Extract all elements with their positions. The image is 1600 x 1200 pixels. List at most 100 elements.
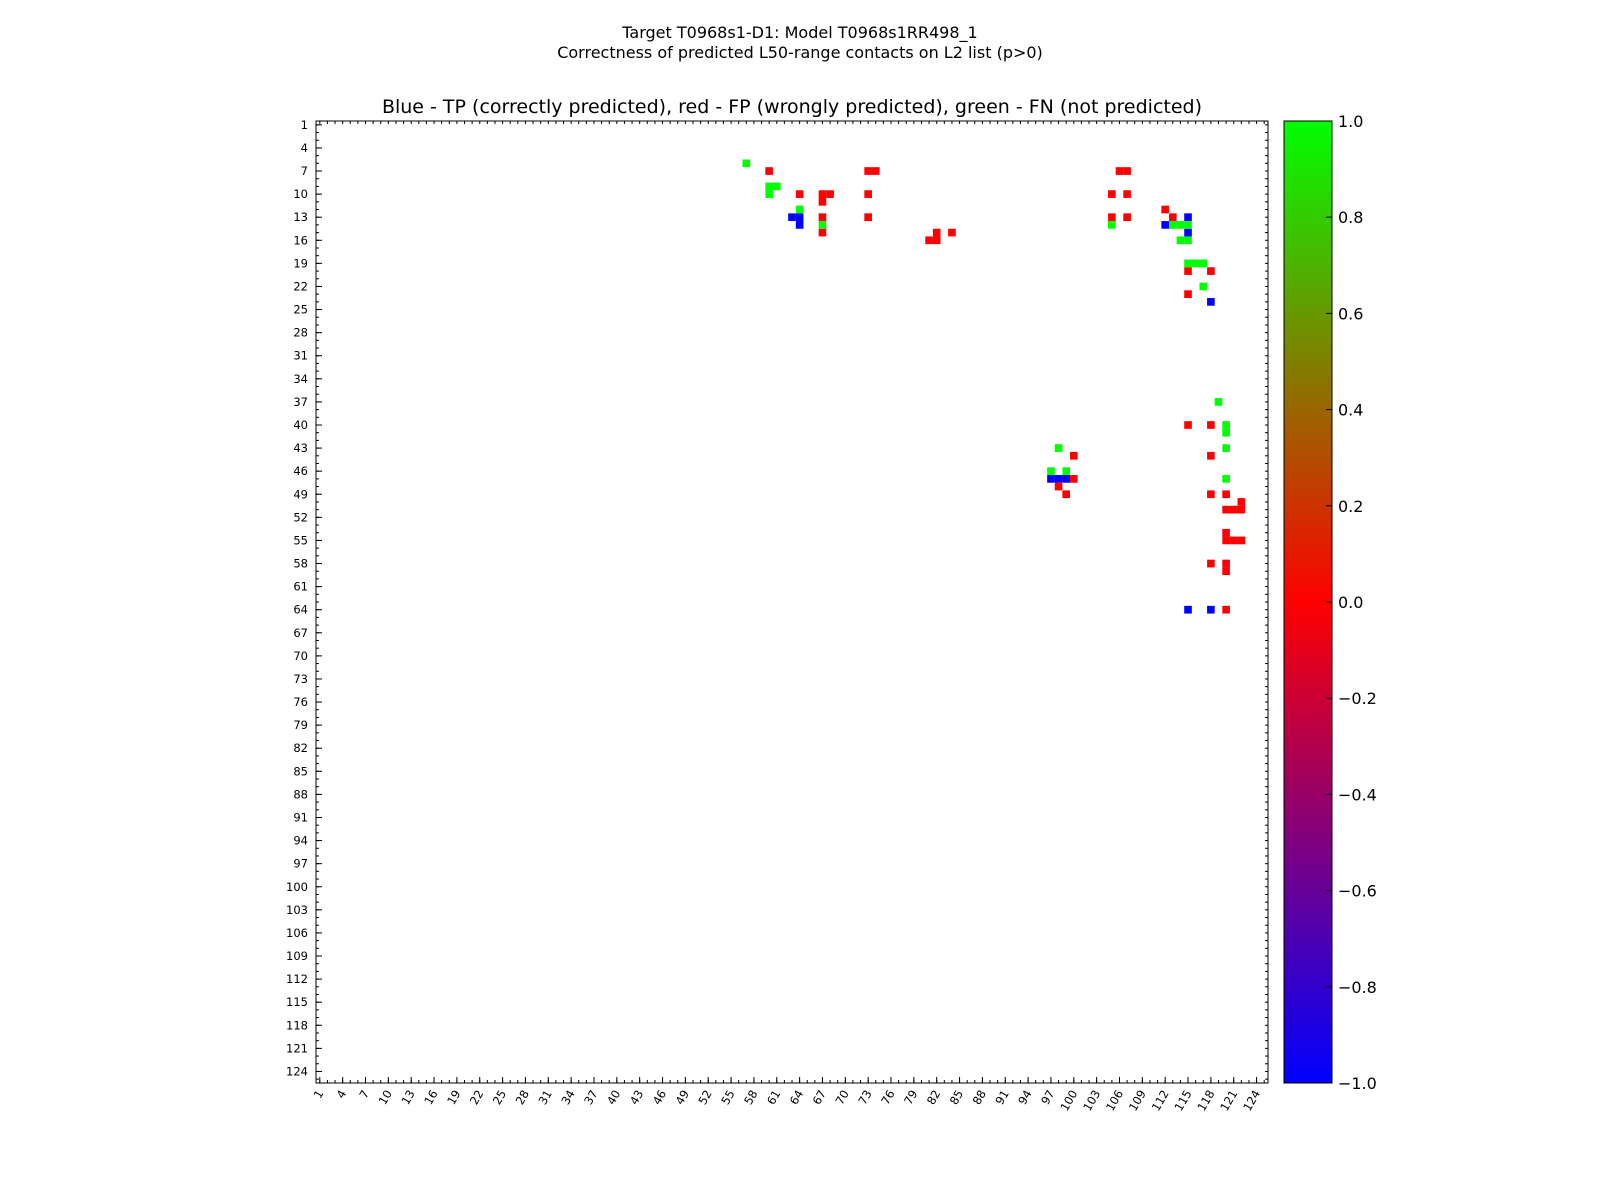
cell-fp-37 [1237, 505, 1246, 514]
x-tick-label: 97 [1038, 1088, 1057, 1108]
colorbar-ticks: 1.0 0.8 0.6 0.4 0.2 0.0 −0.2 −0.4 −0.6 −0.8 −1.0 [1326, 112, 1377, 1093]
x-tick-label: 67 [810, 1088, 829, 1108]
x-tick-label: 73 [855, 1088, 874, 1108]
x-tick-label: 76 [878, 1088, 897, 1108]
cell-fp-10 [864, 213, 872, 222]
colorbar-tick-label: 0.4 [1338, 401, 1363, 420]
x-tick-label: 64 [787, 1088, 806, 1108]
y-tick-label: 97 [293, 857, 308, 871]
y-tick-label: 94 [293, 834, 308, 848]
x-tick-label: 118 [1194, 1088, 1217, 1114]
x-tick-label: 115 [1172, 1088, 1195, 1114]
x-tick-label: 100 [1057, 1088, 1080, 1114]
y-tick-label: 40 [293, 418, 308, 432]
x-tick-label: 91 [992, 1088, 1011, 1108]
y-tick-label: 70 [293, 649, 308, 663]
cell-fp-42 [1237, 536, 1246, 545]
colorbar-tick-label: −0.2 [1338, 689, 1377, 708]
colorbar-tick-label: 0.2 [1338, 497, 1363, 516]
x-tick-label: 49 [673, 1088, 692, 1108]
y-tick-label: 100 [286, 880, 308, 894]
x-tick-label: 4 [333, 1088, 349, 1101]
x-tick-label: 52 [695, 1088, 714, 1108]
cell-fp-32 [1207, 451, 1215, 460]
cell-fp-30 [1184, 421, 1192, 429]
cell-fp-8 [871, 167, 880, 175]
cell-tp-2 [795, 221, 804, 229]
cell-fp-2 [818, 190, 827, 198]
cell-fn-17 [1222, 421, 1230, 429]
y-tick-label: 67 [293, 626, 308, 640]
cell-fp-34 [1222, 490, 1230, 499]
y-tick-label: 1 [301, 118, 308, 132]
cell-fn-5 [818, 221, 827, 229]
x-tick-label: 112 [1149, 1088, 1172, 1114]
cell-fp-25 [1184, 290, 1192, 299]
cell-fp-41 [1229, 536, 1238, 545]
figure-title-line2: Correctness of predicted L50-range conta… [557, 43, 1043, 62]
colorbar-tick-label: −0.4 [1338, 785, 1377, 804]
cell-fp-28 [1054, 482, 1063, 491]
x-tick-label: 19 [444, 1088, 463, 1108]
y-tick-label: 112 [286, 972, 308, 986]
y-tick-label: 85 [293, 764, 308, 778]
cell-fp-15 [1115, 167, 1124, 175]
y-tick-label: 124 [286, 1064, 308, 1078]
cell-fn-1 [765, 182, 773, 191]
x-tick-label: 46 [650, 1088, 669, 1108]
contact-cells [742, 159, 1246, 614]
y-tick-label: 103 [286, 903, 308, 917]
y-tick-label: 28 [293, 326, 308, 340]
cell-fp-46 [1222, 605, 1230, 614]
y-tick-label: 91 [293, 810, 308, 824]
y-tick-label: 37 [293, 395, 308, 409]
x-tick-label: 106 [1103, 1088, 1126, 1114]
x-tick-label: 1 [311, 1088, 327, 1101]
x-tick-label: 85 [947, 1088, 966, 1108]
cell-fn-0 [742, 159, 751, 168]
y-tick-label: 73 [293, 672, 308, 686]
cell-fp-0 [765, 167, 773, 175]
x-tick-label: 43 [627, 1088, 646, 1108]
plot-frame [315, 120, 1269, 1084]
cell-fn-2 [772, 182, 781, 191]
cell-fn-9 [1184, 221, 1192, 229]
y-tick-label: 58 [293, 557, 308, 571]
figure-title-line1: Target T0968s1-D1: Model T0968s1RR498_1 [621, 23, 977, 43]
y-tick-label: 88 [293, 787, 308, 801]
y-tick-label: 55 [293, 533, 308, 547]
x-tick-label: 103 [1080, 1088, 1103, 1114]
cell-fn-13 [1191, 259, 1200, 268]
colorbar-tick-label: 1.0 [1338, 112, 1363, 131]
y-tick-label: 34 [293, 372, 308, 386]
x-tick-label: 124 [1240, 1088, 1263, 1114]
y-tick-label: 16 [293, 233, 308, 247]
y-tick-label: 7 [301, 164, 308, 178]
cell-fp-35 [1222, 505, 1230, 514]
cell-fp-38 [1237, 498, 1246, 506]
cell-fp-16 [1123, 167, 1131, 175]
cell-fp-12 [948, 228, 956, 237]
y-tick-label: 118 [286, 1018, 308, 1032]
cell-tp-1 [795, 213, 804, 222]
cell-fp-3 [826, 190, 834, 198]
x-tick-label: 13 [398, 1088, 417, 1108]
cell-fp-22 [1168, 213, 1177, 222]
cell-fn-14 [1199, 259, 1208, 268]
x-tick-label: 88 [970, 1088, 989, 1108]
cell-fp-36 [1229, 505, 1238, 514]
y-tick-label: 31 [293, 349, 308, 363]
x-tick-label: 109 [1126, 1088, 1149, 1114]
cell-fp-31 [1207, 421, 1215, 429]
x-tick-label: 25 [490, 1088, 509, 1108]
cell-fp-18 [1123, 190, 1131, 198]
x-tick-label: 121 [1217, 1088, 1240, 1114]
cell-fp-27 [1069, 475, 1078, 483]
cell-fp-23 [1184, 267, 1192, 275]
cell-fp-20 [1123, 213, 1131, 222]
y-tick-label: 115 [286, 995, 308, 1009]
cell-fp-14 [932, 236, 941, 245]
y-tick-label: 43 [293, 441, 308, 455]
y-tick-label: 106 [286, 926, 308, 940]
cell-tp-11 [1207, 298, 1215, 306]
